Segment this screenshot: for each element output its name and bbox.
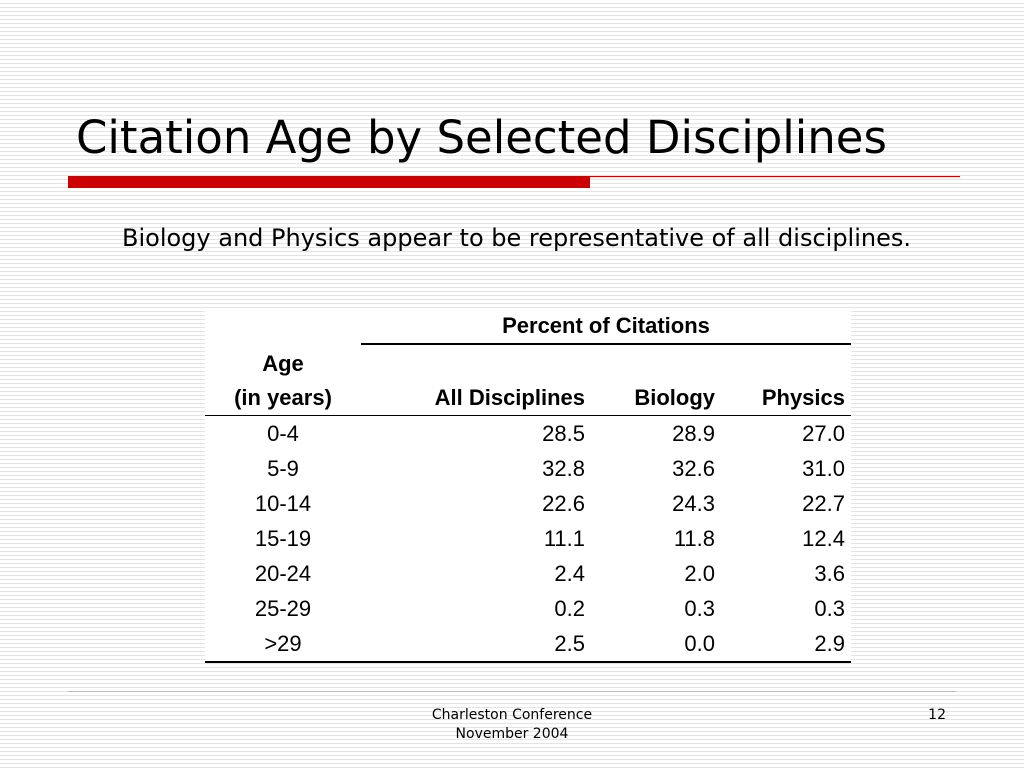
biology-cell: 24.3: [672, 491, 715, 516]
table-row: 25-29 0.2 0.3 0.3: [205, 591, 851, 626]
table-row: >29 2.5 0.0 2.9: [205, 626, 851, 663]
age-cell: 5-9: [267, 456, 299, 481]
column-header-all-disciplines: All Disciplines: [361, 344, 591, 416]
physics-cell: 2.9: [721, 626, 851, 663]
all-disciplines-cell: 22.6: [542, 491, 585, 516]
all-disciplines-cell: 32.8: [542, 456, 585, 481]
citation-table-container: Age (in years) Percent of Citations All …: [205, 308, 851, 663]
all-disciplines-cell: 28.5: [542, 421, 585, 446]
age-cell: >29: [205, 626, 361, 663]
footer-conference: Charleston Conference November 2004: [392, 706, 632, 744]
physics-cell: 0.3: [814, 596, 845, 621]
biology-cell: 0.3: [684, 596, 715, 621]
table-row: 15-19 11.1 11.8 12.4: [205, 521, 851, 556]
biology-cell: 28.9: [672, 421, 715, 446]
body-text: Biology and Physics appear to be represe…: [122, 224, 911, 252]
all-disciplines-cell: 2.4: [554, 561, 585, 586]
biology-cell: 0.0: [591, 626, 721, 663]
age-cell: 0-4: [267, 421, 299, 446]
table-header-row-1: Age (in years) Percent of Citations: [205, 308, 851, 416]
age-header-line1: Age: [262, 351, 304, 376]
percent-of-citations-header: Percent of Citations: [361, 308, 851, 345]
citation-age-table: Age (in years) Percent of Citations All …: [205, 308, 851, 663]
footer-conference-date: November 2004: [455, 726, 569, 742]
age-header-line2: (in years): [234, 385, 332, 410]
biology-cell: 2.0: [684, 561, 715, 586]
age-cell: 25-29: [254, 596, 312, 621]
biology-cell: 32.6: [672, 456, 715, 481]
table-row: 5-9 32.8 32.6 31.0: [205, 451, 851, 486]
slide-title: Citation Age by Selected Disciplines: [76, 111, 887, 164]
table-header-row-2: All Disciplines Biology Physics: [205, 344, 851, 416]
all-disciplines-cell: 11.1: [543, 526, 585, 551]
physics-cell: 27.0: [802, 421, 845, 446]
biology-cell: 11.8: [673, 526, 715, 551]
table-row: 10-14 22.6 24.3 22.7: [205, 486, 851, 521]
column-header-biology: Biology: [591, 344, 721, 416]
physics-cell: 31.0: [802, 456, 845, 481]
age-cell: 15-19: [254, 526, 312, 551]
column-header-physics: Physics: [721, 344, 851, 416]
title-underline-thick: [68, 176, 590, 188]
all-disciplines-cell: 0.2: [554, 596, 585, 621]
age-cell: 20-24: [254, 561, 312, 586]
age-column-header: Age (in years): [205, 308, 361, 416]
all-disciplines-cell: 2.5: [361, 626, 591, 663]
page-number: 12: [928, 707, 946, 723]
table-row: 0-4 28.5 28.9 27.0: [205, 416, 851, 452]
table-row: 20-24 2.4 2.0 3.6: [205, 556, 851, 591]
title-underline-thin: [590, 176, 960, 177]
footer-divider: [68, 691, 956, 692]
physics-cell: 12.4: [802, 526, 845, 551]
age-cell: 10-14: [254, 491, 312, 516]
physics-cell: 22.7: [802, 491, 845, 516]
physics-cell: 3.6: [814, 561, 845, 586]
footer-conference-name: Charleston Conference: [431, 707, 593, 723]
